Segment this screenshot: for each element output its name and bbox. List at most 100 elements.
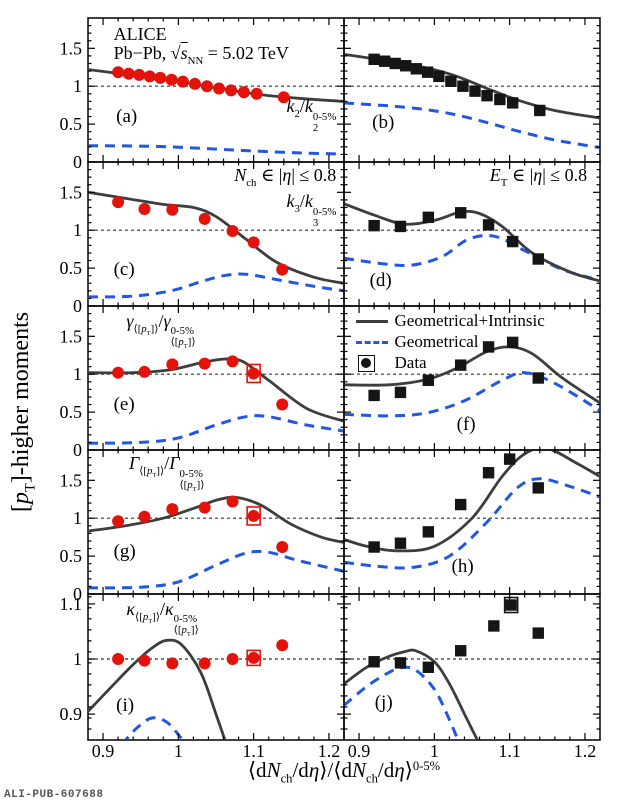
- data-point: [198, 212, 211, 225]
- data-point: [166, 657, 179, 670]
- legend-entry: Geometrical+Intrinsic: [355, 311, 545, 331]
- panel-frame: [87, 449, 345, 595]
- tick-label: 0.5: [60, 546, 83, 566]
- data-point: [482, 219, 495, 231]
- geometrical-intrinsic-curve: [345, 202, 599, 283]
- data-point: [198, 501, 211, 514]
- data-point: [166, 203, 179, 216]
- legend-entry: Data: [356, 353, 545, 373]
- axis-ticks: [88, 306, 344, 451]
- data-point: [394, 657, 407, 669]
- data-point: [112, 366, 125, 379]
- data-point: [165, 73, 178, 86]
- data-point: [389, 57, 401, 70]
- panel-b: [343, 17, 601, 163]
- panel-frame: [343, 593, 601, 741]
- geometrical-curve: [89, 414, 343, 445]
- data-point: [378, 55, 391, 67]
- data-point: [143, 70, 156, 83]
- data-point: [394, 537, 407, 549]
- panel-letter: (j): [374, 692, 393, 714]
- legend-solid-line-swatch: [355, 319, 388, 323]
- data-point: [250, 87, 263, 100]
- geometrical-curve: [124, 716, 185, 739]
- tick-label: 0: [73, 296, 82, 316]
- data-point: [166, 358, 179, 371]
- tick-label: 1.1: [498, 741, 521, 761]
- data-point: [422, 374, 435, 386]
- panel-letter: (d): [369, 270, 392, 292]
- panel-e: 0 0.5 1 1.5: [60, 305, 345, 460]
- x-axis-title: ⟨dNch/dη⟩/⟨dNch/dη⟩0-5%: [247, 758, 441, 786]
- watermark: ALI-PUB-607688: [4, 789, 104, 801]
- data-point: [368, 656, 380, 668]
- data-point: [506, 336, 519, 349]
- axis-ticks: [344, 306, 600, 451]
- data-point: [138, 654, 151, 667]
- data-point: [138, 510, 151, 523]
- data-point: [188, 77, 201, 90]
- data-point: [368, 389, 380, 402]
- tick-label: 1.5: [60, 38, 83, 58]
- panel-letter: (h): [451, 555, 474, 577]
- legend-entry: Geometrical: [355, 332, 545, 352]
- tick-label: 0: [73, 440, 82, 460]
- data-point: [455, 645, 467, 657]
- data-point: [368, 53, 380, 66]
- data-point: [457, 80, 469, 92]
- data-point: [422, 661, 435, 673]
- data-point: [226, 224, 239, 237]
- data-point: [226, 495, 239, 508]
- data-point: [455, 498, 467, 511]
- geometrical-curve: [345, 101, 599, 149]
- data-point: [237, 86, 250, 99]
- data-point: [166, 503, 179, 516]
- tick-label: 0.5: [60, 114, 83, 134]
- data-point: [400, 60, 412, 72]
- data-point: [494, 93, 506, 106]
- legend-label: Geometrical+Intrinsic: [394, 311, 545, 331]
- panel-letter: (f): [456, 414, 476, 436]
- data-point: [112, 66, 125, 79]
- panel-letter: (b): [372, 112, 395, 134]
- data-point: [506, 97, 519, 109]
- tick-label: 1.5: [60, 470, 83, 490]
- selection-label: Nch ∈ |η| ≤ 0.8: [234, 165, 337, 190]
- tick-label: 1: [73, 220, 82, 240]
- observable-label: Γ⟨[pT]⟩/Γ 0-5% ⟨[pT]⟩: [128, 453, 205, 493]
- data-point: [422, 211, 435, 224]
- alice-label: ALICE: [113, 24, 167, 45]
- data-point: [112, 653, 125, 666]
- data-point: [112, 196, 125, 209]
- observable-label: k2/k 0-5% 2: [286, 96, 337, 134]
- data-point: [422, 526, 435, 538]
- panel-a: 0 0.5 1 1.5: [60, 17, 345, 172]
- data-point: [506, 235, 519, 248]
- systematic-box: [246, 506, 261, 526]
- collision-system-label: Pb−Pb, √sNN = 5.02 TeV: [113, 42, 289, 67]
- panel-letter: (i): [116, 695, 135, 717]
- data-point: [154, 71, 167, 84]
- geometrical-intrinsic-curve: [89, 495, 343, 544]
- data-point: [433, 70, 445, 83]
- panel-j: 0.9 1 1.1 1.2: [343, 593, 601, 761]
- observable-label: k3/k 0-5% 3: [286, 191, 337, 229]
- tick-label: 0: [73, 584, 82, 604]
- data-point: [532, 253, 544, 265]
- data-point: [469, 85, 481, 97]
- data-point: [481, 89, 493, 102]
- data-point: [488, 620, 500, 632]
- tick-label: 1: [73, 508, 82, 528]
- legend: Geometrical+Intrinsic Geometrical Data: [355, 311, 545, 373]
- tick-label: 1.2: [574, 741, 597, 761]
- axis-ticks: [344, 594, 600, 740]
- tick-label: 0.5: [60, 402, 83, 422]
- data-point: [368, 219, 380, 232]
- data-point: [394, 386, 407, 399]
- data-point: [213, 82, 226, 95]
- data-point: [532, 372, 544, 384]
- geometrical-curve: [345, 665, 460, 739]
- data-point: [482, 341, 495, 353]
- geometrical-intrinsic-curve: [89, 191, 343, 285]
